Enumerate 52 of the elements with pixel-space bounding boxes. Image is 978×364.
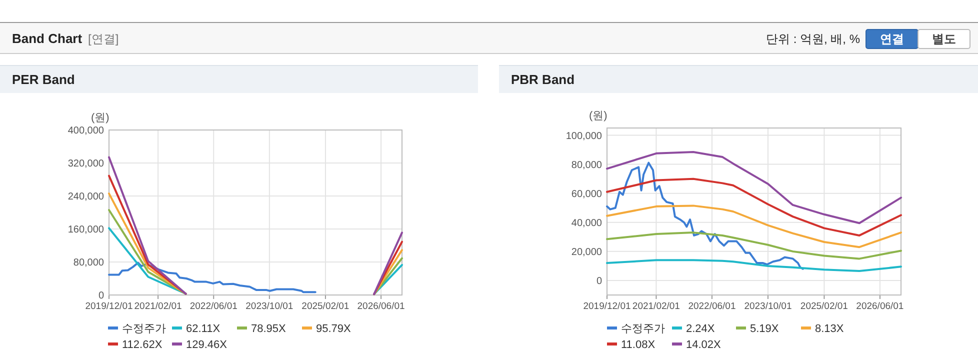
y-tick-label: 0 [98,290,104,302]
y-tick-label: 400,000 [68,126,104,136]
line-series [606,150,902,224]
line-series [606,178,902,236]
line-series [606,259,902,272]
line-series [606,162,804,270]
text: 연결 [880,32,904,46]
legend-label: 2.24X [686,323,716,335]
legend-label: 112.62X [122,339,163,351]
text: 단위 : 억원, 배, % [766,32,860,46]
x-tick-label: 2019/12/01 [85,301,133,312]
y-axis-title: (원) [589,110,608,122]
x-tick-label: 2023/10/01 [246,301,294,312]
x-tick-label: 2025/02/01 [800,301,848,312]
x-tick-label: 2022/06/01 [190,301,238,312]
x-tick-label: 2022/06/01 [688,301,736,312]
legend-label: 78.95X [251,323,287,335]
y-tick-label: 160,000 [68,224,104,236]
legend-label: 14.02X [686,339,722,351]
line-series [606,232,902,260]
x-tick-label: 2021/02/01 [134,301,182,312]
y-tick-label: 240,000 [68,192,104,202]
chart-title: PBR Band [511,72,575,87]
legend-label: 95.79X [316,323,352,335]
y-tick-label: 80,000 [571,160,602,171]
y-tick-label: 80,000 [73,258,104,268]
x-tick-label: 2025/02/01 [302,301,350,312]
x-tick-label: 2021/02/01 [632,301,680,312]
y-tick-label: 100,000 [566,130,602,142]
text: Band Chart [12,31,83,46]
y-axis-title: (원) [91,112,110,124]
chart-title: PER Band [12,72,75,87]
legend-label: 129.46X [186,339,228,351]
line-series [606,204,902,248]
legend-label: 수정주가 [621,323,665,335]
text: 별도 [932,32,956,46]
legend-label: 11.08X [621,339,656,351]
x-tick-label: 2026/06/01 [357,301,405,312]
legend-label: 62.11X [186,323,221,335]
legend-label: 5.19X [750,323,780,335]
legend-label: 8.13X [815,323,844,335]
y-tick-label: 0 [596,276,602,287]
y-tick-label: 20,000 [571,246,602,258]
y-tick-label: 320,000 [68,158,104,170]
x-tick-label: 2023/10/01 [744,301,792,312]
x-tick-label: 2026/06/01 [856,301,904,312]
x-tick-label: 2019/12/01 [583,301,631,312]
y-tick-label: 60,000 [571,188,602,200]
y-tick-label: 40,000 [571,218,602,229]
line-series [108,262,316,294]
legend-label: 수정주가 [122,323,166,335]
text: [연결] [88,32,119,46]
